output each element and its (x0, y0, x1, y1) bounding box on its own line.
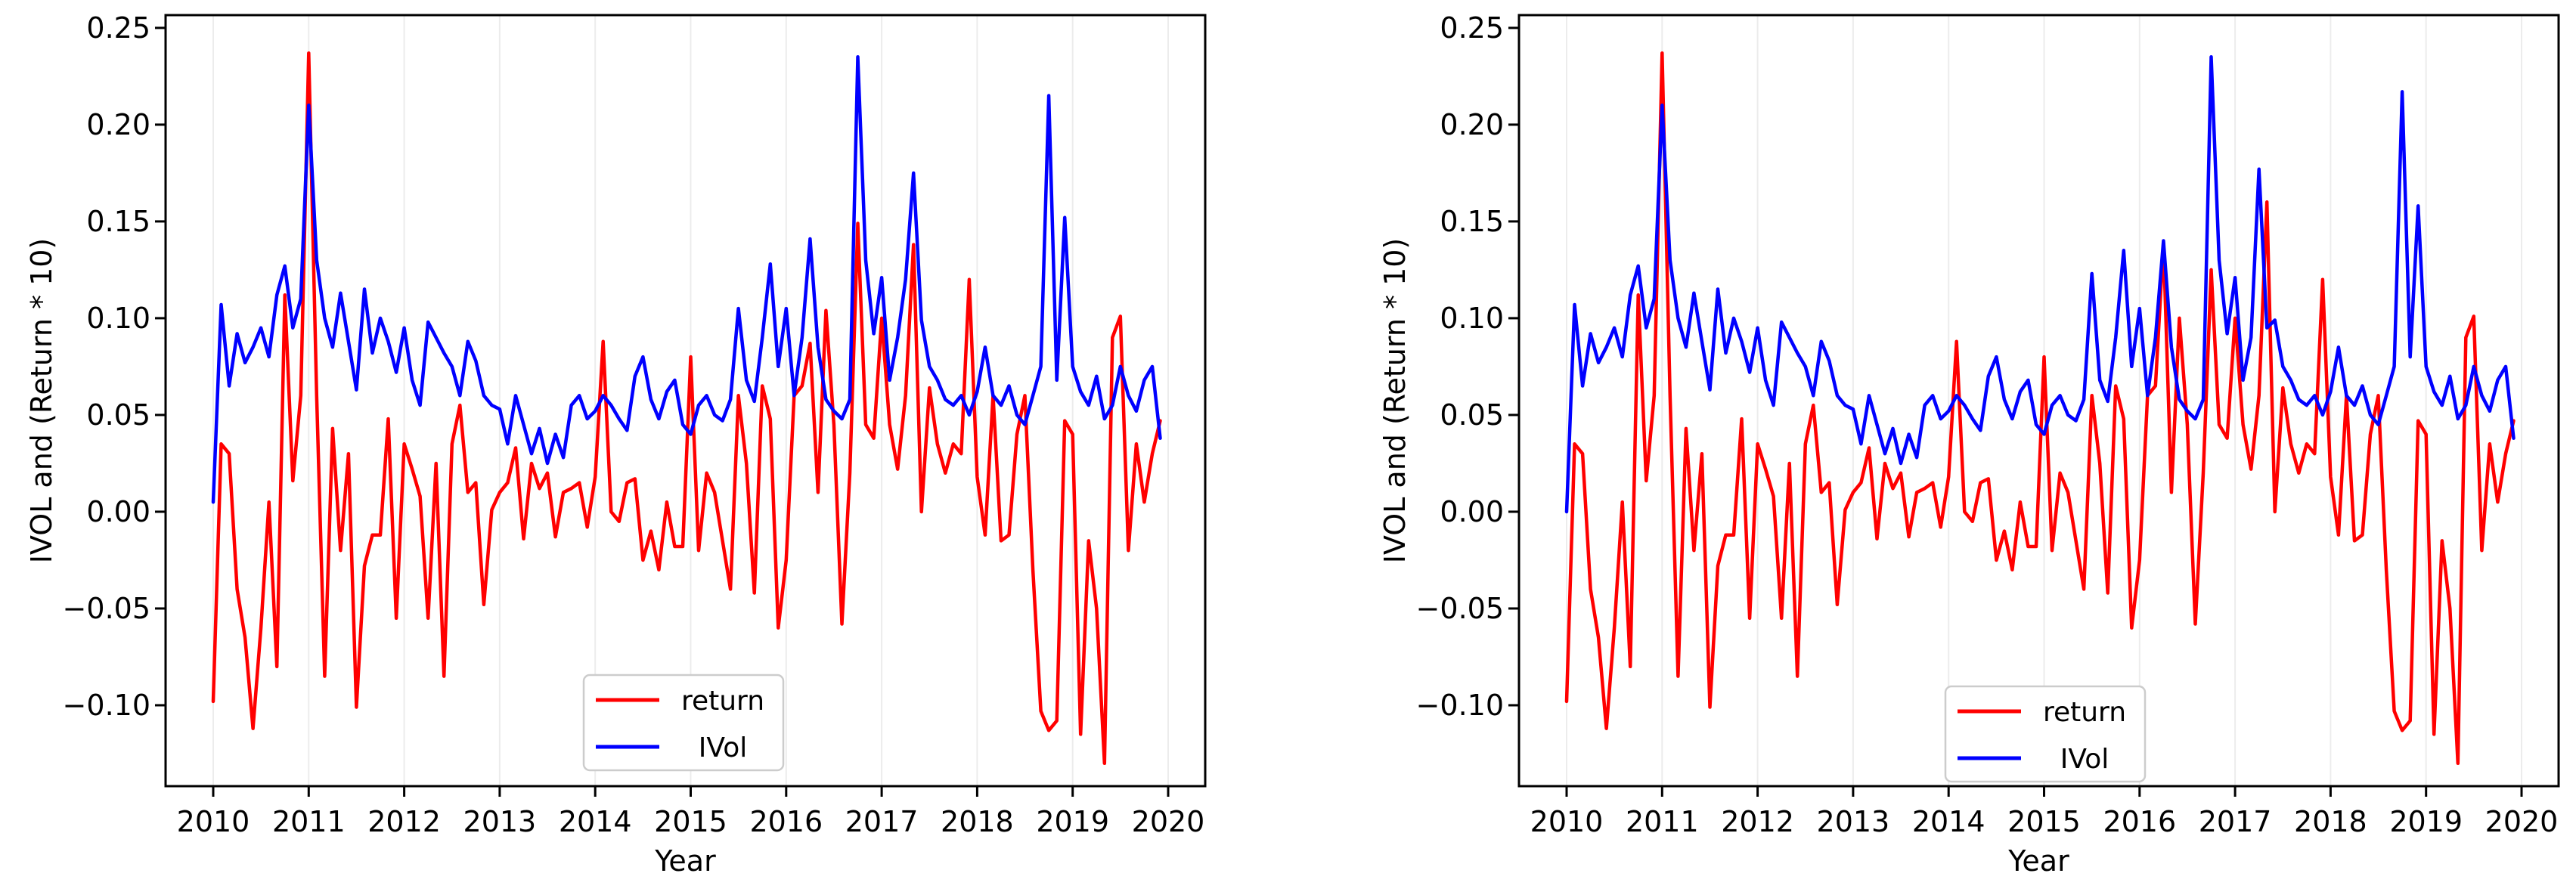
x-tick-label: 2019 (1036, 805, 1109, 838)
x-tick-label: 2020 (2485, 805, 2559, 838)
legend-ivol-label: IVol (699, 732, 747, 763)
y-tick-label: 0.15 (86, 205, 150, 238)
y-tick-label: 0.05 (86, 398, 150, 432)
plot-border (164, 14, 1207, 788)
x-tick-label: 2010 (1530, 805, 1604, 838)
y-tick-label: −0.10 (63, 689, 150, 722)
y-tick-label: 0.20 (86, 108, 150, 141)
y-tick-label: −0.05 (1416, 592, 1504, 625)
return-line (1564, 51, 2516, 766)
ivol-line (211, 55, 1162, 504)
plot-border (1517, 14, 2560, 788)
x-tick-label: 2013 (1817, 805, 1890, 838)
legend-return-label: return (681, 686, 764, 717)
x-tick-label: 2017 (845, 805, 919, 838)
return-line (211, 51, 1162, 766)
y-tick-label: 0.25 (1440, 11, 1504, 45)
y-tick-label: 0.05 (1440, 398, 1504, 432)
y-tick-label: 0.10 (86, 302, 150, 335)
x-tick-label: 2016 (749, 805, 823, 838)
y-tick-label: 0.20 (1440, 108, 1504, 141)
y-axis-label: IVOL and (Return * 10) (25, 238, 58, 564)
x-tick-label: 2014 (559, 805, 632, 838)
x-tick-label: 2019 (2389, 805, 2463, 838)
x-axis-label: Year (654, 844, 716, 878)
y-tick-label: 0.25 (86, 11, 150, 45)
x-axis-label: Year (2007, 844, 2069, 878)
y-tick-label: 0.00 (86, 495, 150, 528)
y-axis-label: IVOL and (Return * 10) (1378, 238, 1412, 564)
x-tick-label: 2018 (941, 805, 1014, 838)
y-tick-label: 0.00 (1440, 495, 1504, 528)
x-tick-label: 2012 (1721, 805, 1794, 838)
x-tick-label: 2011 (1626, 805, 1699, 838)
x-tick-label: 2010 (177, 805, 250, 838)
legend-return-label: return (2043, 697, 2126, 728)
y-tick-label: −0.05 (63, 592, 150, 625)
ivol-line (1564, 55, 2516, 514)
x-tick-label: 2018 (2294, 805, 2367, 838)
x-tick-label: 2011 (272, 805, 346, 838)
x-tick-label: 2016 (2103, 805, 2176, 838)
legend-ivol-label: IVol (2060, 744, 2109, 775)
chart-left: 0.25 0.20 0.15 0.10 0.05 0.00 −0.05 −0.10 2010 20… (25, 11, 1207, 878)
y-tick-label: 0.15 (1440, 205, 1504, 238)
x-tick-label: 2020 (1132, 805, 1205, 838)
x-tick-label: 2015 (2007, 805, 2081, 838)
x-tick-label: 2017 (2199, 805, 2272, 838)
x-tick-label: 2015 (654, 805, 727, 838)
chart-right: 0.25 0.20 0.15 0.10 0.05 0.00 −0.05 −0.10 2010 20… (1378, 11, 2560, 878)
y-tick-label: −0.10 (1416, 689, 1504, 722)
x-tick-label: 2013 (463, 805, 537, 838)
x-tick-label: 2014 (1912, 805, 1985, 838)
x-tick-label: 2012 (367, 805, 441, 838)
y-tick-label: 0.10 (1440, 302, 1504, 335)
